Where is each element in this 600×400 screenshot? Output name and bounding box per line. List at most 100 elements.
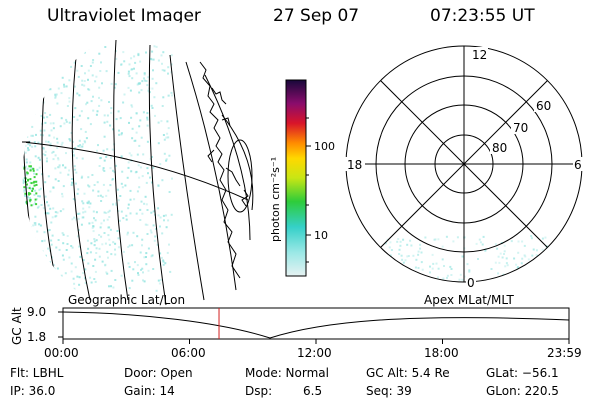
noise-speck	[147, 269, 150, 272]
noise-speck	[68, 121, 71, 124]
noise-speck	[46, 201, 48, 204]
noise-speck	[97, 195, 100, 197]
dsp-status-value: 6.5	[303, 384, 323, 398]
noise-speck	[84, 141, 87, 144]
noise-speck	[39, 224, 42, 227]
noise-speck	[66, 235, 69, 237]
noise-speck	[164, 214, 167, 217]
noise-speck	[437, 267, 440, 270]
noise-speck	[74, 107, 77, 110]
noise-speck	[42, 64, 45, 67]
noise-speck	[68, 97, 71, 100]
noise-speck	[71, 182, 74, 185]
noise-speck	[25, 158, 28, 161]
noise-speck	[22, 256, 25, 259]
noise-speck	[86, 239, 89, 242]
noise-speck	[102, 167, 105, 170]
noise-speck	[66, 243, 69, 245]
noise-speck	[82, 272, 84, 274]
noise-speck	[124, 184, 127, 187]
noise-speck	[61, 192, 64, 195]
noise-speck	[53, 67, 56, 70]
noise-speck	[131, 68, 134, 71]
noise-speck	[508, 283, 510, 285]
noise-speck	[120, 155, 123, 158]
noise-speck	[435, 262, 438, 265]
noise-speck	[79, 144, 82, 146]
noise-speck	[139, 251, 142, 254]
noise-speck	[88, 200, 90, 203]
noise-speck	[92, 95, 94, 98]
noise-speck	[25, 161, 28, 164]
noise-speck	[71, 140, 74, 143]
noise-speck	[34, 189, 37, 192]
noise-speck	[419, 247, 422, 250]
noise-speck	[171, 94, 174, 97]
noise-speck	[401, 258, 404, 261]
coastline	[199, 61, 241, 279]
noise-speck	[127, 207, 130, 210]
noise-speck	[60, 143, 63, 146]
noise-speck	[22, 270, 24, 273]
noise-speck	[163, 152, 166, 155]
noise-speck	[22, 142, 25, 145]
noise-speck	[420, 261, 423, 264]
noise-speck	[142, 111, 145, 114]
noise-speck	[29, 192, 32, 195]
noise-speck	[29, 101, 32, 104]
noise-speck	[68, 169, 71, 172]
noise-speck	[78, 94, 81, 97]
noise-speck	[165, 136, 168, 139]
noise-speck	[74, 147, 77, 150]
noise-speck	[23, 110, 26, 113]
noise-speck	[23, 112, 26, 114]
noise-speck	[123, 60, 126, 63]
noise-speck	[85, 137, 88, 140]
time-tick-0600: 06:00	[171, 346, 206, 360]
noise-speck	[22, 113, 24, 116]
noise-speck	[35, 76, 38, 79]
noise-speck	[147, 247, 150, 250]
noise-speck	[22, 55, 24, 58]
noise-speck	[43, 129, 46, 132]
noise-speck	[29, 169, 32, 172]
noise-speck	[127, 166, 130, 169]
noise-speck	[117, 71, 120, 74]
noise-speck	[33, 256, 36, 259]
noise-speck	[157, 207, 160, 210]
noise-speck	[35, 173, 38, 176]
noise-speck	[58, 64, 61, 67]
noise-speck	[44, 154, 47, 157]
noise-speck	[22, 250, 25, 253]
dsp-status-label: Dsp:	[245, 384, 273, 398]
time-tick-1200: 12:00	[297, 346, 332, 360]
noise-speck	[54, 95, 57, 98]
noise-speck	[162, 96, 165, 99]
noise-speck	[506, 264, 509, 267]
mlt-label-18: 18	[347, 158, 362, 172]
noise-speck	[121, 186, 124, 189]
noise-speck	[117, 199, 120, 202]
noise-speck	[91, 226, 94, 229]
noise-speck	[35, 276, 38, 278]
noise-speck	[98, 104, 101, 107]
noise-speck	[100, 99, 103, 102]
noise-speck	[395, 278, 398, 281]
noise-speck	[77, 217, 80, 220]
glat-status: GLat: −56.1	[486, 366, 559, 380]
ip-status: IP: 36.0	[10, 384, 56, 398]
noise-speck	[412, 277, 415, 280]
noise-speck	[129, 198, 132, 201]
noise-speck	[112, 169, 114, 172]
noise-speck	[27, 94, 30, 97]
noise-speck	[22, 268, 25, 271]
noise-speck	[126, 233, 129, 236]
lat-label-60: 60	[536, 99, 551, 113]
noise-speck	[105, 155, 108, 158]
noise-speck	[41, 47, 44, 50]
noise-speck	[73, 165, 76, 168]
noise-speck	[93, 240, 96, 243]
noise-speck	[116, 188, 119, 191]
noise-speck	[29, 201, 32, 204]
noise-speck	[58, 67, 61, 70]
